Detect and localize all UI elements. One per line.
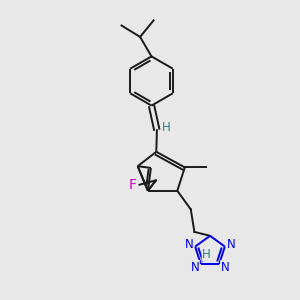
Text: N: N — [185, 238, 194, 251]
Text: H: H — [162, 121, 171, 134]
Text: N: N — [226, 238, 235, 251]
Text: N: N — [190, 260, 199, 274]
Text: H: H — [202, 248, 211, 261]
Text: N: N — [221, 260, 230, 274]
Text: F: F — [129, 178, 137, 192]
